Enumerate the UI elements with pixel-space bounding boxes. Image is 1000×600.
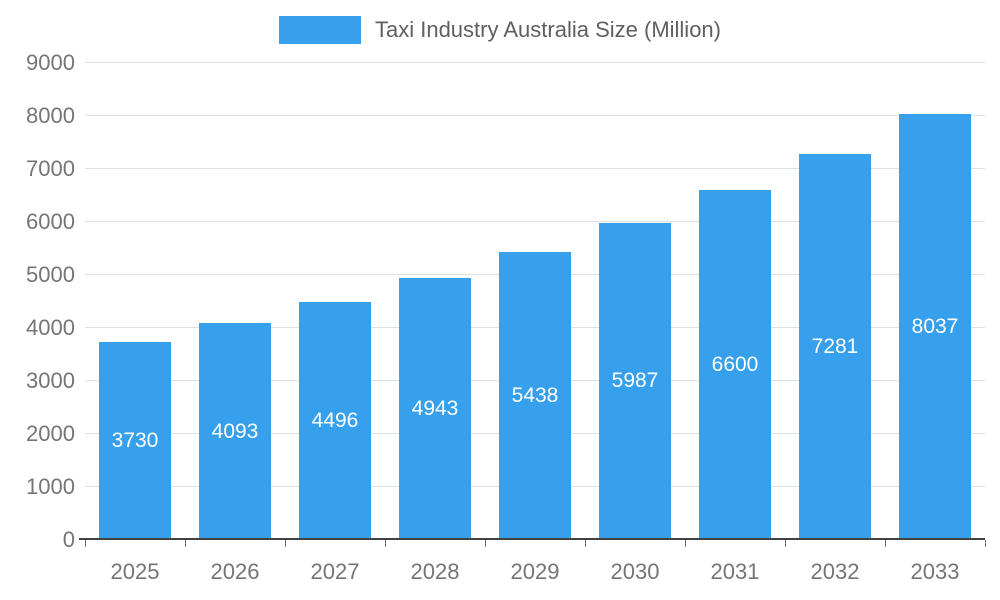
bar-value-label: 5438 <box>511 383 559 407</box>
x-tick-mark <box>785 540 786 547</box>
y-tick-label: 0 <box>62 527 75 552</box>
x-tick-mark <box>85 540 86 547</box>
x-tick-mark <box>585 540 586 547</box>
bar-value-label: 4943 <box>411 397 459 421</box>
bar-2028[interactable]: 4943 <box>399 278 471 540</box>
bar-value-label: 4496 <box>311 408 359 432</box>
y-tick-label: 6000 <box>26 209 75 235</box>
x-axis-baseline <box>79 538 985 540</box>
bars-layer: 3730 4093 4496 4943 5438 5987 6600 7281 8037 <box>85 63 985 540</box>
x-tick-label: 2029 <box>510 559 560 584</box>
gridline <box>85 115 985 116</box>
x-tick-label: 2025 <box>110 559 160 584</box>
y-tick-label: 5000 <box>26 262 75 287</box>
bar-2026[interactable]: 4093 <box>199 323 271 540</box>
x-tick-layer <box>85 540 986 548</box>
y-axis: 0 1000 2000 3000 4000 5000 6000 7000 8000 9000 <box>0 52 75 551</box>
y-tick-label: 8000 <box>26 103 75 128</box>
bar-2025[interactable]: 3730 <box>99 342 171 540</box>
x-tick-label: 2032 <box>810 559 860 584</box>
bar-2030[interactable]: 5987 <box>599 222 671 540</box>
y-tick-label: 3000 <box>26 368 75 394</box>
bar-column: 4496 <box>285 63 385 540</box>
y-tick-label: 7000 <box>26 156 75 181</box>
gridline <box>85 221 985 223</box>
legend-label: Taxi Industry Australia Size (Million) <box>374 17 721 42</box>
legend-swatch-icon <box>278 16 361 44</box>
bar-value-label: 6600 <box>711 353 759 377</box>
x-tick-mark <box>384 540 386 547</box>
x-tick-label: 2026 <box>210 559 260 584</box>
x-tick-label: 2027 <box>310 559 360 584</box>
x-tick-label: 2030 <box>610 559 660 584</box>
x-tick-mark <box>185 540 186 547</box>
x-tick-mark <box>684 540 686 547</box>
bar-column: 4093 <box>185 63 285 540</box>
x-tick-label: 2033 <box>910 559 960 584</box>
bar-value-label: 4093 <box>211 419 259 443</box>
bar-column: 3730 <box>85 63 185 540</box>
y-tick-label: 2000 <box>26 421 75 446</box>
bar-2033[interactable]: 8037 <box>899 114 971 540</box>
y-tick-label: 4000 <box>26 315 75 340</box>
bar-column: 4943 <box>385 63 485 540</box>
y-tick-label: 1000 <box>26 474 75 499</box>
gridline <box>85 168 985 169</box>
x-axis: 2025 2026 2027 2028 2029 2030 2031 2032 2033 <box>85 556 985 588</box>
bar-column: 5438 <box>485 63 585 540</box>
bar-value-label: 7281 <box>811 335 859 359</box>
bar-column: 7281 <box>785 63 885 540</box>
bar-column: 6600 <box>685 63 785 540</box>
x-tick-mark <box>985 540 986 547</box>
x-tick-mark <box>285 540 286 547</box>
bar-column: 8037 <box>885 63 985 540</box>
x-tick-mark <box>485 540 486 547</box>
plot-area: 3730 4093 4496 4943 5438 5987 6600 7281 8037 <box>79 62 986 547</box>
x-tick-label: 2028 <box>410 559 460 584</box>
bar-value-label: 5987 <box>611 369 659 393</box>
bar-value-label: 3730 <box>111 429 159 453</box>
gridline <box>85 62 985 63</box>
y-tick-label: 9000 <box>26 50 75 75</box>
chart-legend[interactable]: Taxi Industry Australia Size (Million) <box>0 16 1000 44</box>
bar-column: 5987 <box>585 63 685 540</box>
bar-value-label: 8037 <box>911 315 959 339</box>
x-tick-label: 2031 <box>710 559 760 584</box>
bar-2031[interactable]: 6600 <box>699 190 771 540</box>
x-tick-mark <box>885 540 886 547</box>
bar-2027[interactable]: 4496 <box>299 301 371 540</box>
bar-2029[interactable]: 5438 <box>499 251 571 540</box>
bar-2032[interactable]: 7281 <box>799 154 871 540</box>
